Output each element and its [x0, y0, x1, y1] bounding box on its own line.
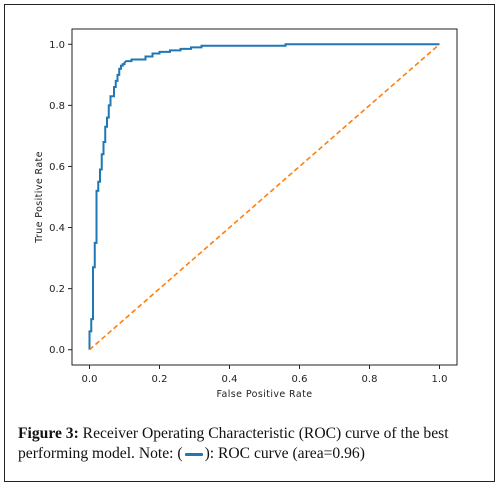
figure-label: Figure 3: — [18, 425, 79, 442]
y-tick-label: 1.0 — [49, 40, 65, 51]
x-axis-ticks: 0.0 0.2 0.4 0.6 0.8 1.0 — [82, 365, 448, 385]
x-tick-label: 0.4 — [222, 374, 238, 385]
series-layer — [88, 43, 441, 351]
y-tick-label: 0.6 — [49, 162, 65, 173]
plot-area — [71, 28, 458, 366]
figure-caption: Figure 3: Receiver Operating Characteris… — [18, 424, 488, 464]
x-tick-label: 0.0 — [82, 374, 98, 385]
y-axis-title: True Positive Rate — [34, 151, 45, 244]
x-tick-label: 1.0 — [432, 374, 448, 385]
y-axis-ticks: 0.0 0.2 0.4 0.6 0.8 1.0 — [49, 40, 72, 356]
roc-legend-swatch — [184, 452, 203, 456]
y-tick-label: 0.2 — [49, 284, 65, 295]
y-tick-label: 0.8 — [49, 101, 65, 112]
x-axis-title: False Positive Rate — [217, 389, 313, 400]
x-tick-label: 0.6 — [292, 374, 308, 385]
x-tick-label: 0.8 — [362, 374, 378, 385]
roc-curve-line — [88, 43, 440, 350]
caption-text-after: ): ROC curve (area=0.96) — [204, 445, 365, 462]
x-tick-label: 0.2 — [152, 374, 168, 385]
caption-text-before: Receiver Operating Characteristic (ROC) … — [18, 425, 449, 462]
figure-frame — [4, 4, 495, 482]
y-tick-label: 0.4 — [49, 223, 65, 234]
y-tick-label: 0.0 — [49, 345, 65, 356]
chance-diagonal-line — [88, 43, 441, 351]
